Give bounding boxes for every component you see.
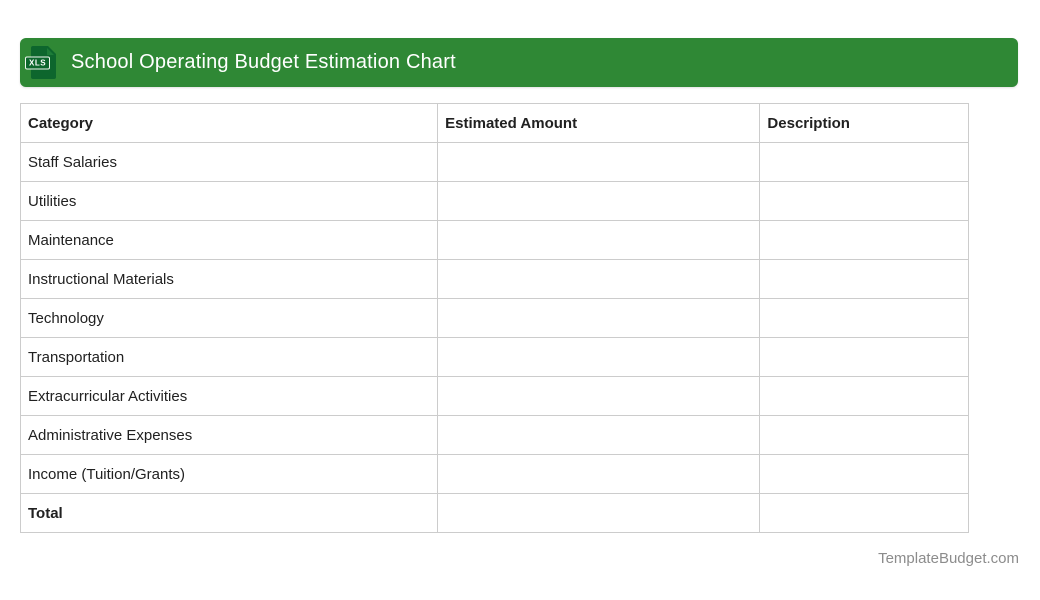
header-bar: XLS School Operating Budget Estimation C… xyxy=(20,38,1018,87)
estimated-amount-cell xyxy=(437,298,761,338)
xls-file-icon: XLS xyxy=(25,46,56,79)
category-cell: Maintenance xyxy=(19,220,439,260)
category-cell: Transportation xyxy=(19,337,439,377)
table-row: Technology xyxy=(19,298,969,338)
description-cell xyxy=(759,181,969,221)
category-cell: Income (Tuition/Grants) xyxy=(19,454,439,494)
table-row: Income (Tuition/Grants) xyxy=(19,454,969,494)
category-cell: Total xyxy=(19,493,439,533)
estimated-amount-cell xyxy=(437,142,761,182)
xls-badge-label: XLS xyxy=(25,56,51,69)
description-cell xyxy=(759,220,969,260)
description-cell xyxy=(759,142,969,182)
table-header-row: Category Estimated Amount Description xyxy=(19,103,969,143)
footer-site-text: TemplateBudget.com xyxy=(878,550,1019,567)
description-cell xyxy=(759,376,969,416)
column-header-category: Category xyxy=(19,103,439,143)
estimated-amount-cell xyxy=(437,415,761,455)
category-cell: Instructional Materials xyxy=(19,259,439,299)
description-cell xyxy=(759,493,969,533)
estimated-amount-cell xyxy=(437,337,761,377)
description-cell xyxy=(759,298,969,338)
estimated-amount-cell xyxy=(437,376,761,416)
table-row-total: Total xyxy=(19,493,969,533)
footer: TemplateBudget.com xyxy=(0,550,1019,567)
category-cell: Utilities xyxy=(19,181,439,221)
category-cell: Extracurricular Activities xyxy=(19,376,439,416)
category-cell: Staff Salaries xyxy=(19,142,439,182)
estimated-amount-cell xyxy=(437,259,761,299)
category-cell: Technology xyxy=(19,298,439,338)
estimated-amount-cell xyxy=(437,220,761,260)
table-row: Transportation xyxy=(19,337,969,377)
table-row: Utilities xyxy=(19,181,969,221)
table-row: Instructional Materials xyxy=(19,259,969,299)
table-row: Administrative Expenses xyxy=(19,415,969,455)
file-fold-flap xyxy=(47,48,54,55)
description-cell xyxy=(759,415,969,455)
category-cell: Administrative Expenses xyxy=(19,415,439,455)
description-cell xyxy=(759,337,969,377)
table-row: Extracurricular Activities xyxy=(19,376,969,416)
table-row: Staff Salaries xyxy=(19,142,969,182)
budget-table: Category Estimated Amount Description St… xyxy=(19,103,969,533)
estimated-amount-cell xyxy=(437,181,761,221)
estimated-amount-cell xyxy=(437,454,761,494)
table-row: Maintenance xyxy=(19,220,969,260)
column-header-estimated-amount: Estimated Amount xyxy=(437,103,761,143)
page-title: School Operating Budget Estimation Chart xyxy=(71,51,456,73)
description-cell xyxy=(759,454,969,494)
description-cell xyxy=(759,259,969,299)
estimated-amount-cell xyxy=(437,493,761,533)
column-header-description: Description xyxy=(759,103,969,143)
